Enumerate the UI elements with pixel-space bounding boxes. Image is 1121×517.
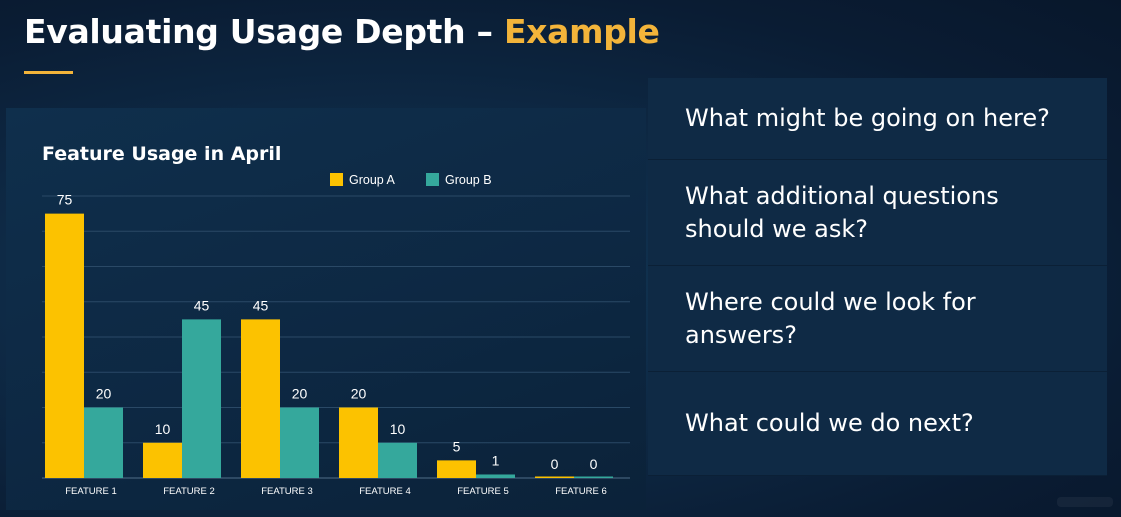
- slide-title-main: Evaluating Usage Depth –: [24, 12, 504, 51]
- data-label: 20: [96, 386, 112, 402]
- question-text: What additional questions should we ask?: [685, 181, 999, 243]
- watermark: [1057, 497, 1113, 507]
- bar-group-a: [437, 460, 476, 478]
- bar-group-a: [45, 213, 84, 478]
- question-text: Where could we look for answers?: [685, 287, 976, 349]
- chart-gridlines: [42, 195, 630, 479]
- question-card: What might be going on here?: [648, 78, 1107, 160]
- feature-usage-chart: Feature Usage in April Group A Group B 7…: [42, 143, 630, 497]
- bar-group-b: [378, 442, 417, 478]
- data-label: 10: [390, 421, 406, 437]
- data-label: 75: [57, 192, 73, 208]
- chart-legend: Group A Group B: [330, 173, 492, 187]
- data-label: 0: [551, 456, 559, 472]
- bar-group-a: [339, 407, 378, 478]
- chart-title: Feature Usage in April: [42, 143, 281, 165]
- chart-bars: [45, 213, 613, 478]
- data-label: 20: [292, 386, 308, 402]
- question-card: What could we do next?: [648, 372, 1107, 476]
- bar-group-b: [182, 319, 221, 478]
- data-label: 45: [253, 297, 269, 313]
- legend-swatch-group-b: [426, 173, 439, 186]
- chart-x-tick-labels: FEATURE 1 FEATURE 2 FEATURE 3 FEATURE 4 FEAT…: [65, 486, 607, 497]
- question-text: What might be going on here?: [685, 104, 1050, 132]
- question-list: What might be going on here? What additi…: [648, 78, 1107, 476]
- data-label: 20: [351, 386, 367, 402]
- data-label: 1: [492, 452, 500, 468]
- data-label: 10: [155, 421, 171, 437]
- question-text: What could we do next?: [685, 409, 974, 437]
- x-tick-label: FEATURE 4: [359, 486, 411, 497]
- data-label: 5: [453, 438, 461, 454]
- legend-label-group-b: Group B: [445, 173, 492, 187]
- bar-group-a: [143, 442, 182, 478]
- x-tick-label: FEATURE 1: [65, 486, 117, 497]
- bar-group-b: [84, 407, 123, 478]
- data-label: 0: [590, 456, 598, 472]
- bar-group-b: [476, 474, 515, 478]
- question-card: Where could we look for answers?: [648, 266, 1107, 372]
- slide-title: Evaluating Usage Depth – Example: [24, 12, 660, 51]
- title-underline: [24, 71, 73, 74]
- bar-group-a: [241, 319, 280, 478]
- bar-group-a: [535, 476, 574, 478]
- bar-group-b: [574, 476, 613, 478]
- x-tick-label: FEATURE 2: [163, 486, 215, 497]
- chart-panel: Feature Usage in April Group A Group B 7…: [6, 108, 646, 510]
- slide-title-accent: Example: [503, 12, 660, 51]
- legend-swatch-group-a: [330, 173, 343, 186]
- data-label: 45: [194, 297, 210, 313]
- question-card: What additional questions should we ask?: [648, 160, 1107, 266]
- legend-label-group-a: Group A: [349, 173, 396, 187]
- x-tick-label: FEATURE 5: [457, 486, 509, 497]
- x-tick-label: FEATURE 3: [261, 486, 313, 497]
- x-tick-label: FEATURE 6: [555, 486, 607, 497]
- bar-group-b: [280, 407, 319, 478]
